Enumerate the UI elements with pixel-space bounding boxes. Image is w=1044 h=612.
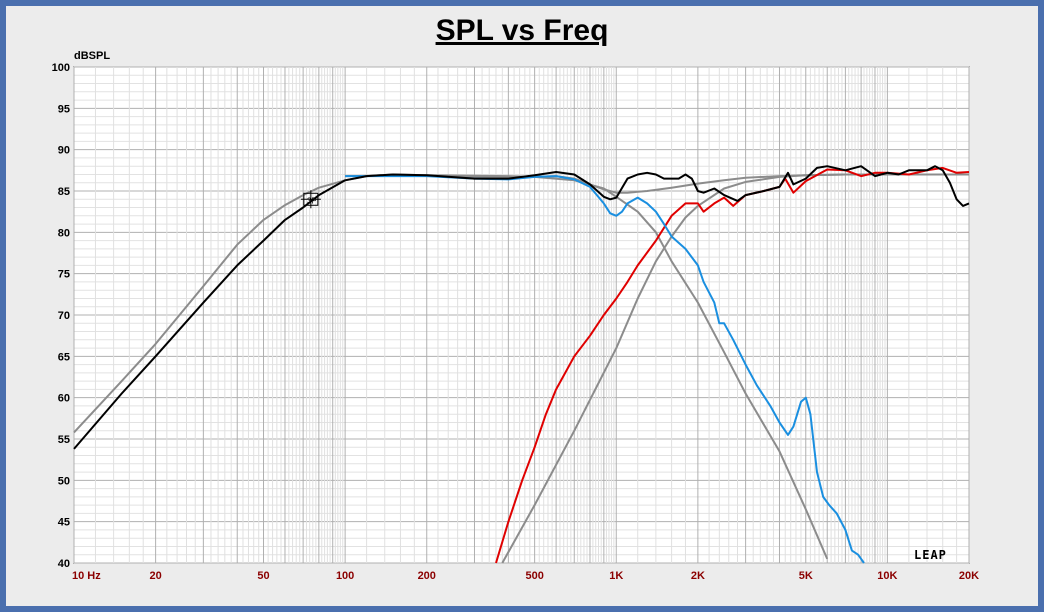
x-tick-label: 10K bbox=[877, 570, 897, 582]
y-tick-label: 60 bbox=[58, 393, 70, 405]
y-tick-label: 45 bbox=[58, 517, 70, 529]
x-tick-label: 500 bbox=[525, 570, 543, 582]
y-tick-label: 75 bbox=[58, 269, 70, 281]
x-tick-label: 2K bbox=[691, 570, 705, 582]
grid bbox=[73, 66, 970, 564]
series-line-4 bbox=[345, 175, 865, 564]
y-tick-label: 55 bbox=[58, 434, 70, 446]
x-tick-label: 20 bbox=[149, 570, 161, 582]
curves bbox=[73, 165, 970, 564]
x-tick-label: 20K bbox=[959, 570, 979, 582]
x-tick-label: 10 Hz bbox=[72, 570, 101, 582]
series-line-3 bbox=[495, 166, 970, 564]
y-tick-label: 95 bbox=[58, 103, 70, 115]
y-tick-label: 65 bbox=[58, 351, 70, 363]
x-tick-label: 200 bbox=[418, 570, 436, 582]
chart-title: SPL vs Freq bbox=[435, 14, 609, 47]
y-tick-label: 90 bbox=[58, 145, 70, 157]
series-line-1 bbox=[501, 173, 969, 564]
series-line-5 bbox=[73, 165, 970, 450]
y-tick-label: 70 bbox=[58, 310, 70, 322]
y-axis-label: dBSPL bbox=[74, 50, 110, 62]
y-tick-label: 85 bbox=[58, 186, 70, 198]
y-tick-label: 100 bbox=[52, 62, 70, 74]
leap-logo: LEAP bbox=[914, 548, 947, 562]
cursor-marker: 3P bbox=[300, 190, 321, 209]
x-tick-label: 100 bbox=[336, 570, 354, 582]
y-tick-label: 80 bbox=[58, 227, 70, 239]
x-tick-label: 50 bbox=[257, 570, 269, 582]
x-tick-label: 1K bbox=[609, 570, 623, 582]
y-tick-label: 40 bbox=[58, 558, 70, 570]
marker-label: 3P bbox=[307, 196, 317, 205]
x-tick-label: 5K bbox=[799, 570, 813, 582]
y-tick-label: 50 bbox=[58, 475, 70, 487]
